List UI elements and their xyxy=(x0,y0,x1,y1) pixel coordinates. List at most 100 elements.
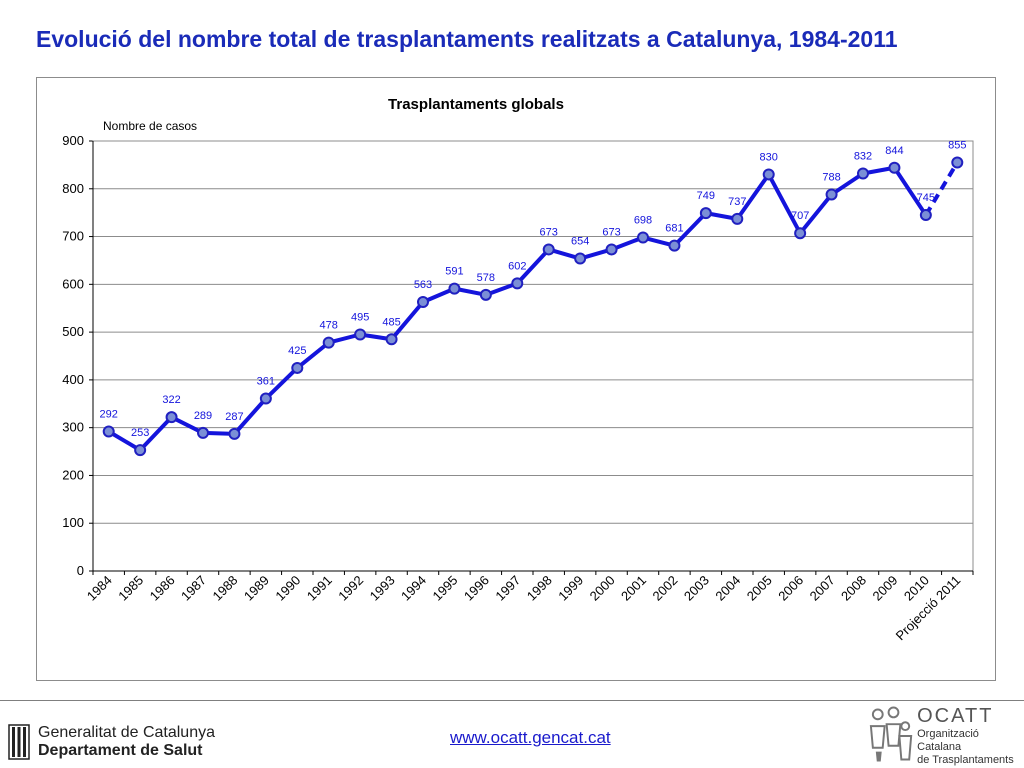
data-label: 832 xyxy=(854,150,872,162)
y-axis-label: Nombre de casos xyxy=(103,119,197,133)
y-tick-label: 900 xyxy=(62,133,84,148)
x-tick-label: 1987 xyxy=(178,573,209,604)
data-label: 673 xyxy=(540,226,558,238)
data-label: 563 xyxy=(414,279,432,291)
data-point xyxy=(637,231,649,244)
data-point xyxy=(542,243,555,256)
ocatt-name-line2: de Trasplantaments xyxy=(917,754,1014,766)
data-point xyxy=(322,336,335,349)
y-tick-label: 800 xyxy=(62,181,84,196)
plot-area-border xyxy=(92,140,974,572)
footer-divider xyxy=(0,700,1024,701)
data-point xyxy=(479,288,492,301)
x-tick-label: 1985 xyxy=(115,573,146,604)
data-point xyxy=(291,361,304,374)
data-label: 578 xyxy=(477,272,495,284)
department-name: Departament de Salut xyxy=(38,742,203,759)
data-label: 707 xyxy=(791,210,809,222)
x-tick-label: 1998 xyxy=(524,573,555,604)
x-tick-label: 1995 xyxy=(429,573,460,604)
data-points xyxy=(102,156,964,457)
ocatt-name-line1: Organització Catalana xyxy=(917,728,979,753)
data-point xyxy=(417,296,429,309)
series-line-projection xyxy=(924,161,960,217)
data-point xyxy=(825,188,838,201)
data-label: 855 xyxy=(948,140,966,152)
data-point xyxy=(259,392,272,405)
y-tick-label: 300 xyxy=(62,420,84,435)
y-tick-label: 100 xyxy=(62,515,84,530)
x-tick-label: 1988 xyxy=(209,573,240,604)
data-label: 361 xyxy=(257,376,275,388)
x-tick-label: 1991 xyxy=(304,573,335,604)
ocatt-logo: OCATT Organització Catalana de Trasplant… xyxy=(866,704,1024,767)
data-point xyxy=(857,167,869,180)
data-point xyxy=(165,411,178,424)
gencat-logo: Generalitat de Catalunya Departament de … xyxy=(8,724,215,760)
x-tick-label: 1999 xyxy=(555,573,586,604)
data-label: 788 xyxy=(822,172,840,184)
data-point xyxy=(511,277,524,290)
data-label: 425 xyxy=(288,345,306,357)
data-label: 654 xyxy=(571,236,589,248)
x-tick-label: 1992 xyxy=(335,573,366,604)
x-tick-label: 1986 xyxy=(147,573,178,604)
y-tick-label: 0 xyxy=(77,563,84,578)
data-point xyxy=(197,426,209,439)
data-label: 681 xyxy=(665,223,683,235)
chart-frame: Trasplantaments globals Nombre de casos … xyxy=(36,77,996,681)
x-tick-label: 1996 xyxy=(461,573,492,604)
data-label: 591 xyxy=(445,266,463,278)
ocatt-people-icon xyxy=(869,706,913,762)
data-label: 698 xyxy=(634,215,652,227)
x-tick-label: 2002 xyxy=(649,573,680,604)
data-point xyxy=(385,333,398,346)
data-label: 602 xyxy=(508,260,526,272)
data-label: 289 xyxy=(194,410,212,422)
data-label: 745 xyxy=(917,192,935,204)
data-label: 749 xyxy=(697,190,715,202)
series-line xyxy=(107,161,960,453)
x-tick-label: 2009 xyxy=(869,573,900,604)
data-label: 292 xyxy=(100,408,118,420)
data-point xyxy=(605,243,618,256)
x-tick-label: 2001 xyxy=(618,573,649,604)
x-tick-label: 2008 xyxy=(838,573,869,604)
data-label: 287 xyxy=(225,411,243,423)
data-label: 844 xyxy=(885,145,903,157)
data-point xyxy=(448,282,461,295)
data-point xyxy=(574,252,587,265)
gridlines xyxy=(93,140,973,524)
x-tick-label: 2000 xyxy=(587,573,618,604)
y-tick-label: 500 xyxy=(62,324,84,339)
data-point xyxy=(919,209,932,222)
data-label: 253 xyxy=(131,427,149,439)
data-labels: 292 253 322 289 287 361 425 478 495 485 563 591 578 6… xyxy=(100,140,967,440)
gencat-name: Generalitat de Catalunya xyxy=(38,724,215,741)
data-point xyxy=(354,328,367,341)
data-label: 737 xyxy=(728,196,746,208)
x-tick-label: 2004 xyxy=(712,573,743,604)
data-label: 322 xyxy=(162,394,180,406)
data-label: 673 xyxy=(602,226,620,238)
y-tick-label: 700 xyxy=(62,229,84,244)
website-link[interactable]: www.ocatt.gencat.cat xyxy=(450,728,611,747)
data-point xyxy=(951,156,964,169)
data-point xyxy=(762,168,775,181)
data-label: 478 xyxy=(320,320,338,332)
data-label: 495 xyxy=(351,312,369,324)
data-point xyxy=(134,444,147,457)
data-point xyxy=(731,212,744,225)
data-label: 485 xyxy=(382,316,400,328)
slide-title: Evolució del nombre total de trasplantam… xyxy=(36,26,898,52)
x-tick-label: 1989 xyxy=(241,573,272,604)
data-point xyxy=(699,207,712,220)
axes: 0 100 200 300 400 500 600 700 800 900 1984 1985 1986… xyxy=(62,133,974,643)
x-tick-label: 2003 xyxy=(681,573,712,604)
x-tick-label: 1990 xyxy=(272,573,303,604)
data-point xyxy=(888,161,901,174)
y-tick-label: 400 xyxy=(62,372,84,387)
data-point xyxy=(228,427,241,440)
chart-svg: Trasplantaments globals Nombre de casos … xyxy=(62,96,974,643)
y-tick-label: 200 xyxy=(62,467,84,482)
